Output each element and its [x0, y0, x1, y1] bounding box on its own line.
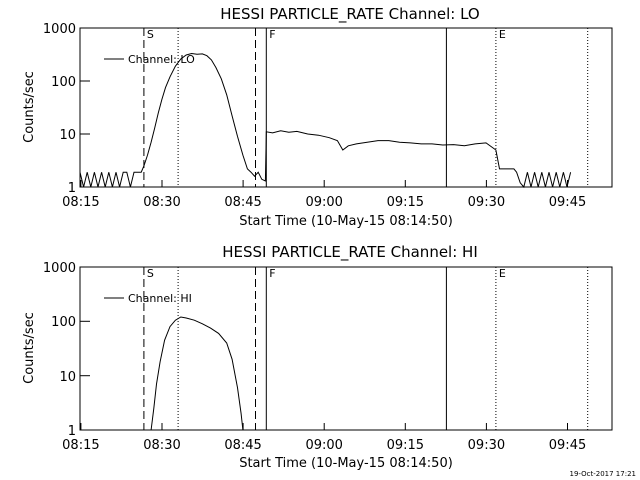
legend-label: Channel: LO	[128, 53, 195, 66]
y-axis-label: Counts/sec	[22, 312, 37, 384]
plot-frame	[79, 27, 613, 188]
y-tick-label: 100	[51, 315, 76, 330]
time-marker-label: E	[499, 28, 506, 41]
x-tick-label: 09:45	[549, 195, 586, 210]
y-axis-label: Counts/sec	[22, 71, 37, 143]
x-tick-label: 08:45	[224, 195, 261, 210]
time-marker-label: S	[147, 28, 154, 41]
legend: Channel: HI	[104, 292, 192, 305]
y-tick-label: 10	[59, 128, 76, 143]
x-tick-label: 08:45	[224, 438, 261, 453]
x-tick-label: 09:30	[468, 195, 505, 210]
y-ticks: 1 10 100 1000	[43, 22, 90, 196]
time-marker-label: S	[147, 267, 154, 280]
x-tick-label: 09:00	[305, 438, 342, 453]
y-tick-label: 100	[51, 75, 76, 90]
series-line-hi	[150, 316, 244, 431]
y-tick-label: 1	[68, 424, 76, 439]
legend: Channel: LO	[104, 53, 195, 66]
y-ticks: 1 10 100 1000	[43, 261, 90, 439]
x-ticks: 08:15 08:30 08:45 09:00 09:15 09:30 09:4…	[62, 423, 586, 453]
y-tick-label: 1000	[43, 261, 76, 276]
x-tick-label: 08:30	[143, 438, 180, 453]
x-tick-label: 09:30	[468, 438, 505, 453]
chart-title: HESSI PARTICLE_RATE Channel: HI	[222, 243, 478, 262]
legend-label: Channel: HI	[128, 292, 192, 305]
chart-lo: HESSI PARTICLE_RATE Channel: LO Counts/s…	[22, 5, 613, 229]
x-tick-label: 08:15	[62, 438, 99, 453]
x-axis-label: Start Time (10-May-15 08:14:50)	[239, 214, 453, 229]
time-marker-label: F	[269, 28, 275, 41]
time-marker-label: F	[269, 267, 275, 280]
x-tick-label: 09:15	[387, 195, 424, 210]
series-line-lo	[79, 52, 572, 189]
y-tick-label: 1000	[43, 22, 76, 37]
x-tick-label: 09:15	[387, 438, 424, 453]
x-tick-label: 08:15	[62, 195, 99, 210]
x-tick-label: 08:30	[143, 195, 180, 210]
generation-timestamp: 19-Oct-2017 17:21	[570, 470, 636, 478]
y-tick-label: 1	[68, 181, 76, 196]
y-tick-label: 10	[59, 370, 76, 385]
x-tick-label: 09:45	[549, 438, 586, 453]
chart-title: HESSI PARTICLE_RATE Channel: LO	[220, 5, 479, 24]
plot-frame	[79, 266, 613, 431]
x-tick-label: 09:00	[305, 195, 342, 210]
x-axis-label: Start Time (10-May-15 08:14:50)	[239, 456, 453, 471]
chart-hi: HESSI PARTICLE_RATE Channel: HI Counts/s…	[22, 243, 613, 471]
time-marker-label: E	[499, 267, 506, 280]
x-ticks: 08:15 08:30 08:45 09:00 09:15 09:30 09:4…	[62, 180, 586, 210]
